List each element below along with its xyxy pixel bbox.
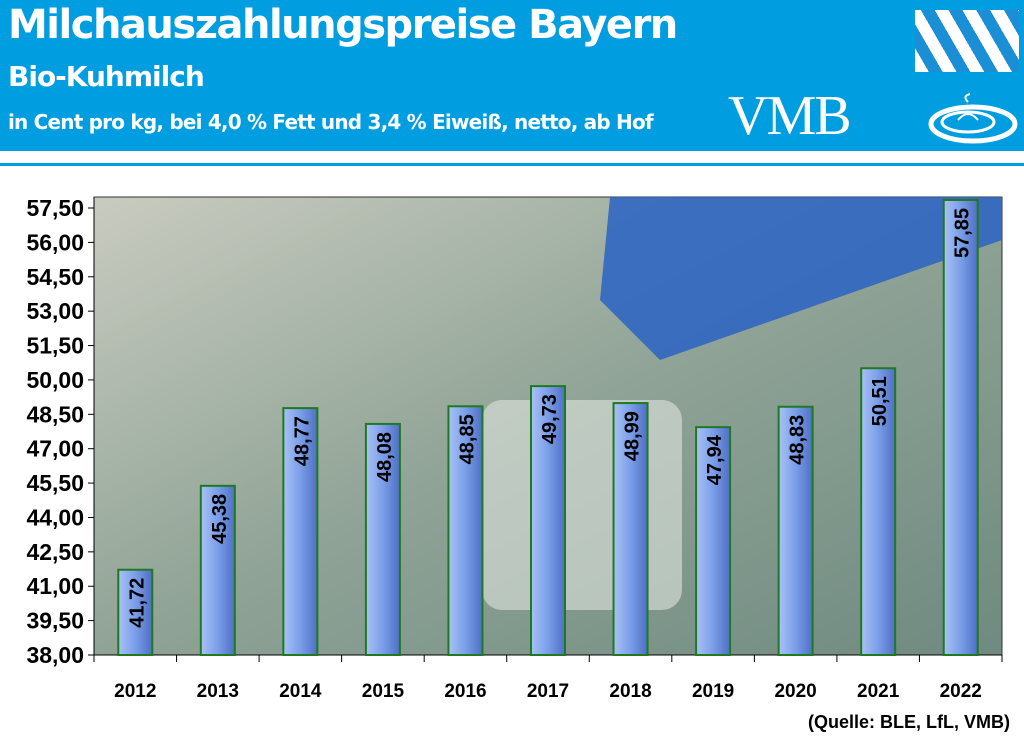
x-tick-label: 2022 bbox=[940, 681, 982, 702]
y-tick-label: 56,00 bbox=[26, 229, 84, 255]
data-label: 57,85 bbox=[952, 208, 974, 258]
vmb-logo-mark-icon bbox=[928, 93, 1018, 144]
bar-2022 bbox=[942, 198, 979, 656]
bar-2021 bbox=[860, 367, 897, 657]
data-label: 48,83 bbox=[787, 415, 809, 465]
bar-2017 bbox=[530, 385, 566, 656]
data-label: 49,73 bbox=[539, 394, 561, 444]
y-tick-label: 42,50 bbox=[26, 539, 84, 565]
unit-description: in Cent pro kg, bei 4,0 % Fett und 3,4 %… bbox=[8, 110, 654, 134]
x-tick-label: 2012 bbox=[114, 681, 156, 702]
y-tick-label: 53,00 bbox=[26, 298, 84, 324]
y-tick-label: 50,00 bbox=[26, 367, 84, 393]
data-label: 41,72 bbox=[126, 578, 148, 628]
x-tick-label: 2014 bbox=[279, 681, 322, 702]
bar-2014 bbox=[282, 407, 319, 656]
bar-2020 bbox=[777, 405, 814, 656]
y-tick-label: 47,00 bbox=[26, 436, 84, 462]
data-label: 48,77 bbox=[291, 416, 313, 466]
data-label: 48,08 bbox=[374, 432, 396, 482]
data-label: 48,99 bbox=[622, 411, 644, 461]
y-tick-label: 38,00 bbox=[26, 642, 84, 668]
data-label: 47,94 bbox=[704, 434, 726, 485]
data-label: 45,38 bbox=[209, 494, 231, 544]
x-tick-label: 2019 bbox=[692, 681, 734, 702]
y-tick-label: 39,50 bbox=[26, 608, 84, 634]
bar-2018 bbox=[612, 402, 649, 656]
header-divider bbox=[0, 163, 1024, 166]
vmb-logo: VMB bbox=[728, 85, 852, 147]
bar-2016 bbox=[447, 405, 484, 656]
bar-2012 bbox=[117, 568, 154, 657]
x-tick-label: 2020 bbox=[774, 681, 816, 702]
bar-2019 bbox=[695, 426, 732, 656]
bavarian-flag-icon bbox=[915, 10, 1019, 72]
y-tick-label: 51,50 bbox=[26, 333, 84, 359]
x-tick-label: 2021 bbox=[857, 681, 900, 702]
page-title: Milchauszahlungspreise Bayern bbox=[8, 2, 678, 48]
y-tick-label: 41,00 bbox=[26, 573, 84, 599]
data-label: 48,85 bbox=[456, 414, 478, 464]
y-tick-label: 48,50 bbox=[26, 401, 84, 427]
x-tick-label: 2016 bbox=[444, 681, 486, 702]
x-tick-label: 2013 bbox=[197, 681, 239, 702]
bar-2013 bbox=[199, 484, 236, 656]
x-tick-label: 2017 bbox=[527, 681, 569, 702]
y-tick-label: 57,50 bbox=[26, 195, 84, 221]
source-note: (Quelle: BLE, LfL, VMB) bbox=[808, 712, 1010, 732]
data-label: 50,51 bbox=[869, 376, 891, 426]
header-banner: Milchauszahlungspreise Bayern Bio-Kuhmil… bbox=[0, 0, 1024, 151]
y-tick-label: 45,50 bbox=[26, 470, 84, 496]
x-tick-label: 2015 bbox=[362, 681, 405, 702]
x-tick-label: 2018 bbox=[609, 681, 651, 702]
y-tick-label: 54,50 bbox=[26, 264, 84, 290]
bar-2015 bbox=[364, 422, 401, 656]
milk-glass-image bbox=[482, 400, 682, 610]
page-subtitle: Bio-Kuhmilch bbox=[8, 60, 205, 93]
milk-carton-image bbox=[600, 197, 1002, 360]
y-tick-label: 44,00 bbox=[26, 504, 84, 530]
bar-chart: 38,00 39,50 41,00 42,50 44,00 45,50 47,00 48,50… bbox=[26, 195, 1003, 702]
